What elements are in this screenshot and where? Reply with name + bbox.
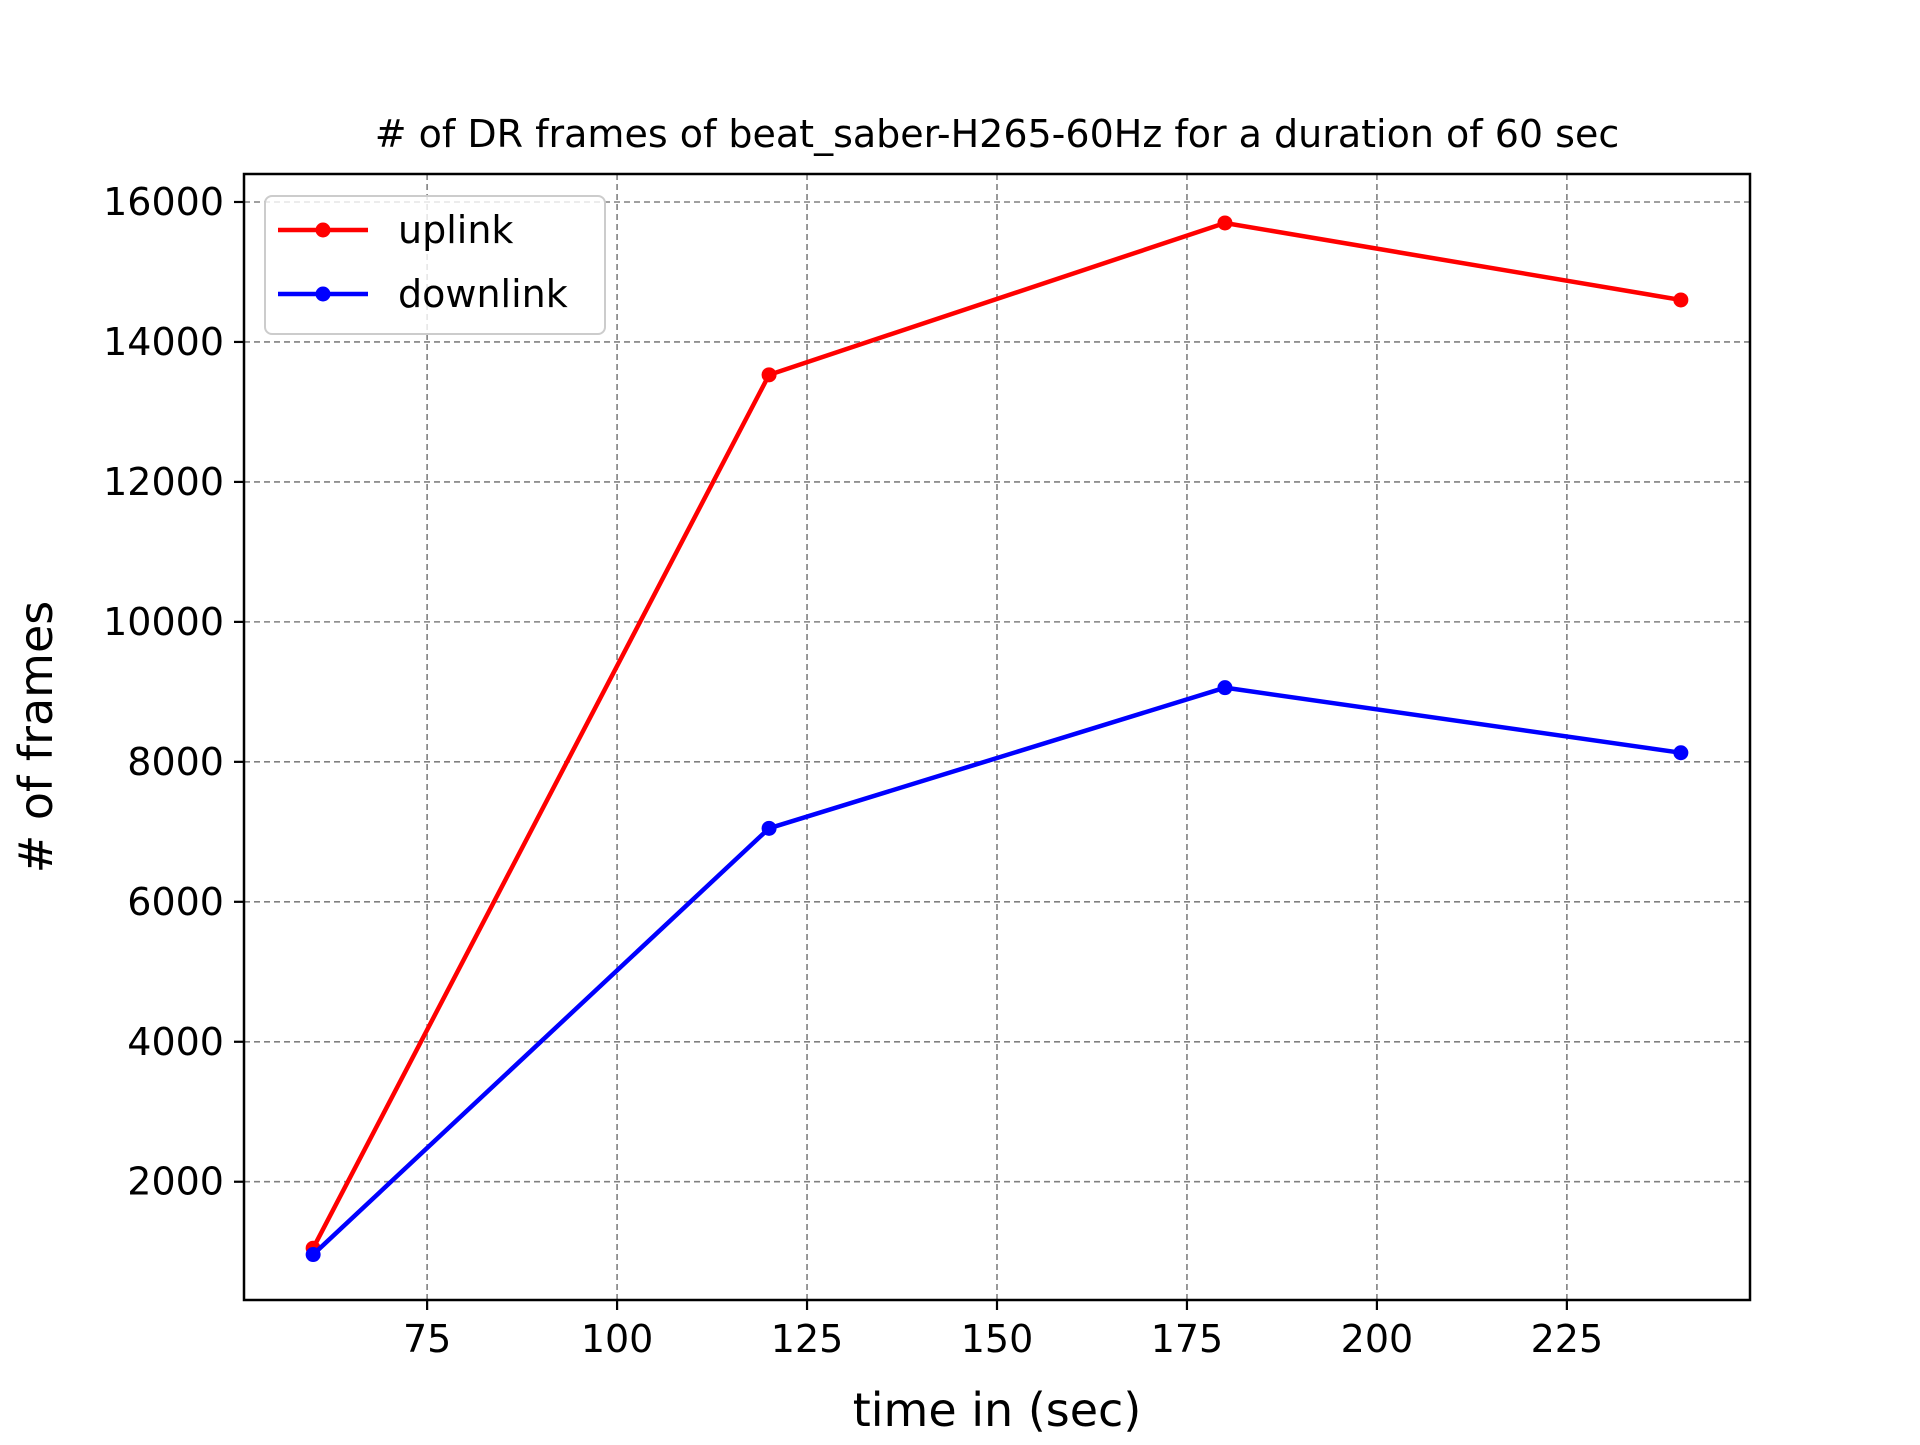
- data-point-uplink: [1217, 215, 1233, 231]
- y-tick-label: 10000: [103, 600, 224, 644]
- x-tick-label: 200: [1341, 1317, 1414, 1361]
- data-point-uplink: [1673, 292, 1689, 308]
- legend-marker-downlink: [315, 286, 331, 302]
- y-tick-label: 8000: [127, 740, 224, 784]
- legend: uplink downlink: [264, 195, 606, 335]
- series-line-downlink: [309, 685, 1684, 1258]
- y-tick-label: 14000: [103, 320, 224, 364]
- y-axis-title: # of frames: [9, 601, 63, 874]
- series-lines: [305, 215, 1689, 1263]
- legend-marker-uplink: [315, 222, 331, 238]
- series-line-uplink: [310, 220, 1684, 1252]
- axis-ticks: 75 100 125 150 175 200 225 2000 4000 6000 8000 1000…: [103, 180, 1603, 1361]
- data-point-downlink: [1217, 680, 1233, 696]
- y-tick-label: 16000: [103, 180, 224, 224]
- y-tick-label: 12000: [103, 460, 224, 504]
- y-tick-label: 2000: [127, 1160, 224, 1204]
- x-tick-label: 150: [961, 1317, 1034, 1361]
- x-axis-title: time in (sec): [853, 1383, 1142, 1437]
- data-point-uplink: [761, 367, 777, 383]
- data-point-downlink: [1673, 745, 1689, 761]
- legend-label-downlink: downlink: [398, 272, 568, 316]
- x-tick-label: 125: [771, 1317, 844, 1361]
- chart-title: # of DR frames of beat_saber-H265-60Hz f…: [375, 112, 1619, 156]
- y-tick-label: 6000: [127, 880, 224, 924]
- x-tick-label: 75: [403, 1317, 451, 1361]
- x-tick-label: 100: [581, 1317, 654, 1361]
- y-tick-label: 4000: [127, 1020, 224, 1064]
- x-tick-label: 175: [1151, 1317, 1224, 1361]
- data-point-downlink: [761, 820, 777, 836]
- legend-label-uplink: uplink: [398, 208, 513, 252]
- data-point-downlink: [305, 1247, 321, 1263]
- x-tick-label: 225: [1531, 1317, 1604, 1361]
